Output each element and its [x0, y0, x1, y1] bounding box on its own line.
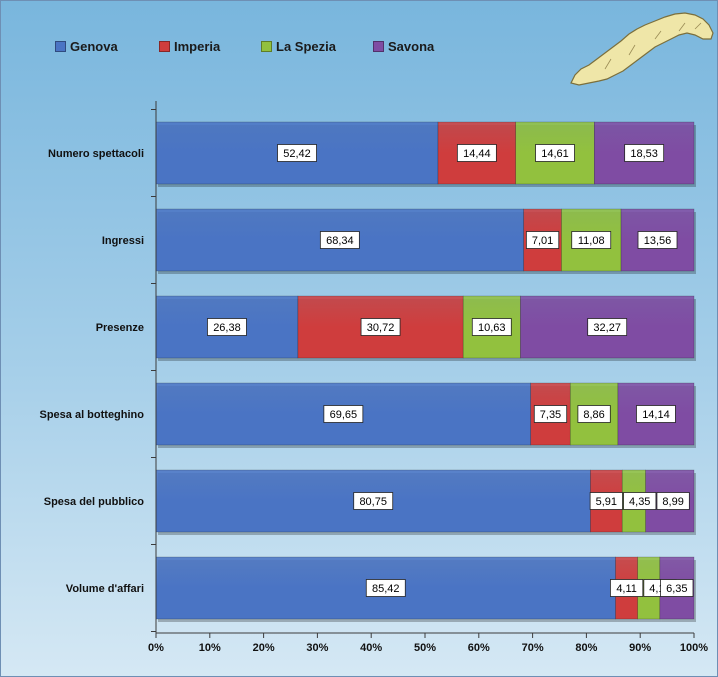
data-label: 5,91	[596, 496, 617, 508]
data-label-box	[365, 579, 406, 597]
category-label: Spesa del pubblico	[44, 496, 145, 508]
legend-label: Imperia	[174, 39, 221, 54]
data-label: 69,65	[330, 409, 358, 421]
x-tick-label: 0%	[148, 642, 164, 654]
bar-group-numero-spettacoli: Numero spettacoli 52,42 14,44 14,61 18,53	[48, 121, 696, 187]
data-label: 13,56	[644, 235, 672, 247]
data-label: 68,34	[326, 235, 354, 247]
data-label: 7,01	[532, 235, 553, 247]
data-label-box	[533, 405, 568, 423]
data-label-box	[624, 144, 665, 162]
data-label: 18,53	[630, 148, 658, 160]
x-tick-label: 10%	[199, 642, 221, 654]
x-tick-label: 70%	[522, 642, 544, 654]
legend-item-imperia: Imperia	[159, 39, 220, 54]
x-tick-label: 90%	[629, 642, 651, 654]
data-label: 85,42	[372, 583, 400, 595]
category-label: Presenze	[96, 322, 144, 334]
data-label-box	[525, 231, 560, 249]
data-label-box	[360, 318, 401, 336]
data-label: 14,14	[642, 409, 670, 421]
legend-swatch	[159, 41, 170, 52]
x-tick-label: 50%	[414, 642, 436, 654]
data-label-box	[319, 231, 360, 249]
bar-group-presenze: Presenze 26,38 30,72 10,63 32,27	[96, 295, 696, 361]
data-label-box	[207, 318, 247, 336]
bar-group-volume-d-affari: Volume d'affari 85,42 4,11 4,126,35	[66, 556, 696, 622]
data-label-box	[577, 405, 611, 423]
data-label-box	[637, 231, 678, 249]
legend-label: Genova	[70, 39, 118, 54]
x-tick-label: 80%	[575, 642, 597, 654]
data-label: 8,99	[662, 496, 683, 508]
x-tick-label: 20%	[253, 642, 275, 654]
x-tick-label: 40%	[360, 642, 382, 654]
data-label-box	[623, 492, 657, 510]
bar-group-spesa-al-botteghino: Spesa al botteghino 69,65 7,35 8,86 14,14	[39, 382, 696, 448]
plot-area: Numero spettacoli 52,42 14,44 14,61 18,53 Ing…	[39, 121, 696, 622]
data-label-box	[535, 144, 575, 162]
data-label-box	[660, 579, 694, 597]
bar-group-spesa-del-pubblico: Spesa del pubblico 80,75 5,91 4,35 8,99	[44, 469, 696, 535]
legend-item-la-spezia: La Spezia	[261, 39, 336, 54]
x-tick-label: 100%	[680, 642, 708, 654]
legend-swatch	[373, 41, 384, 52]
data-label-box	[277, 144, 317, 162]
x-tick-label: 60%	[468, 642, 490, 654]
data-label: 7,35	[540, 409, 561, 421]
data-label: 14,61	[541, 148, 569, 160]
data-label-box	[571, 231, 612, 249]
category-label: Ingressi	[102, 235, 144, 247]
data-label-box	[353, 492, 394, 510]
legend-label: La Spezia	[276, 39, 336, 54]
data-label-box	[456, 144, 497, 162]
data-label: 14,44	[463, 148, 491, 160]
category-label: Numero spettacoli	[48, 148, 144, 160]
legend-swatch	[261, 41, 272, 52]
data-label-box	[656, 492, 690, 510]
data-label: 8,86	[583, 409, 604, 421]
category-label: Volume d'affari	[66, 583, 144, 595]
axes: 0% 10% 20% 30% 40% 50% 60% 70% 80% 90% 100%	[148, 101, 708, 654]
x-tick-label: 30%	[306, 642, 328, 654]
data-label: 52,42	[283, 148, 311, 160]
legend-item-genova: Genova	[55, 39, 118, 54]
data-label: 32,27	[593, 322, 621, 334]
category-label: Spesa al botteghino	[39, 409, 144, 421]
data-label: 80,75	[359, 496, 387, 508]
data-label-box	[589, 492, 623, 510]
data-label: 26,38	[213, 322, 241, 334]
legend-item-savona: Savona	[373, 39, 434, 54]
data-label: 10,63	[478, 322, 506, 334]
bar-group-ingressi: Ingressi 68,34 7,01 11,08 13,56	[102, 208, 696, 274]
legend-label: Savona	[388, 39, 435, 54]
data-label: 4,35	[629, 496, 650, 508]
legend-swatch	[55, 41, 66, 52]
data-label: 6,35	[666, 583, 687, 595]
data-label-box	[323, 405, 364, 423]
data-label-box	[471, 318, 512, 336]
liguria-map-icon	[570, 12, 714, 86]
data-label: 11,08	[578, 235, 605, 247]
data-label: 4,11	[616, 583, 637, 595]
data-label-box	[610, 579, 644, 597]
data-label: 30,72	[367, 322, 395, 334]
data-label-box	[587, 318, 628, 336]
data-label-box	[636, 405, 676, 423]
